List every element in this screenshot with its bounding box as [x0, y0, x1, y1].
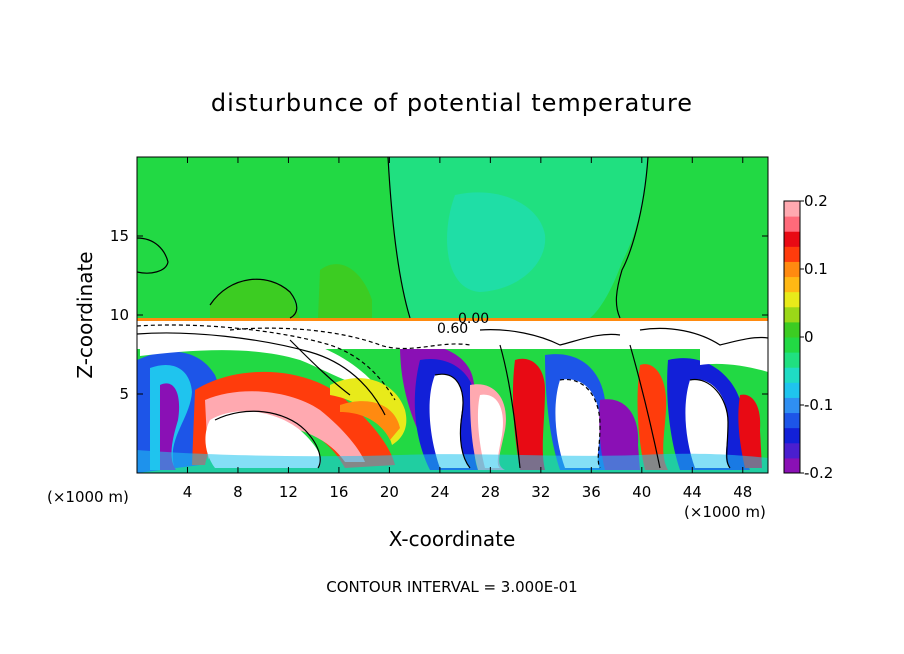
colorbar-tick-label: -0.2: [804, 464, 833, 482]
colorbar: 0.2 0.1 0 -0.1 -0.2: [783, 192, 833, 482]
contour-cell-4: [689, 378, 731, 469]
colorbar-swatch: [784, 397, 800, 414]
cell-red-2: [512, 358, 545, 470]
plot-area: 0.00 0.60: [137, 157, 768, 473]
contour-dense-2: [137, 332, 386, 416]
colorbar-tick-label: 0: [804, 328, 814, 346]
colorbar-swatch: [784, 306, 800, 323]
colorbar-swatch: [784, 382, 800, 398]
x-tick-label: 36: [582, 483, 601, 501]
x-tick-label: 16: [329, 483, 348, 501]
colorbar-swatch: [784, 427, 800, 444]
x-tick-label: 44: [683, 483, 702, 501]
contour-label-sixty: 0.60: [437, 321, 468, 337]
x-tick-label: 4: [183, 483, 193, 501]
colorbar-swatch: [784, 457, 800, 474]
y-axis: 5 10 15: [110, 227, 768, 403]
y-tick-label: 15: [110, 227, 129, 245]
cell-white-3: [429, 374, 470, 468]
y-tick-label: 5: [119, 385, 129, 403]
x-axis: 4 8 12 16 20 24 28 32 36 40 44 48: [183, 157, 752, 501]
colorbar-tick-label: 0.2: [804, 192, 828, 210]
contour-plume-1: [289, 339, 351, 396]
inversion-band-orange: [137, 318, 768, 321]
cell-orange: [340, 401, 400, 440]
warm-anomaly-region: [318, 264, 372, 318]
cell-cyan-strip: [137, 450, 768, 473]
contour-lines: [137, 157, 768, 469]
colorbar-swatch: [784, 291, 800, 308]
contour-plume-3: [629, 344, 661, 469]
x-tick-label: 40: [632, 483, 651, 501]
contour-zero-line-2: [615, 157, 649, 319]
x-axis-unit: (×1000 m): [684, 503, 766, 521]
cell-white-6: [685, 379, 730, 468]
colorbar-swatch: [784, 201, 800, 217]
colorbar-tick-label: 0.1: [804, 260, 828, 278]
x-tick-label: 12: [279, 483, 298, 501]
contour-loop-left: [137, 237, 169, 274]
x-tick-label: 32: [531, 483, 550, 501]
cell-red-4: [738, 394, 762, 468]
x-tick-label: 24: [430, 483, 449, 501]
cell-white-5: [555, 379, 600, 468]
colorbar-swatch: [784, 321, 800, 338]
colorbar-tick-label: -0.1: [804, 396, 833, 414]
colorbar-swatch: [784, 442, 800, 459]
colorbar-swatch: [784, 352, 800, 368]
contour-zero-line: [387, 157, 411, 319]
colorbar-swatch: [784, 367, 800, 383]
colorbar-swatch: [784, 216, 800, 232]
y-axis-unit: (×1000 m): [47, 488, 129, 506]
contour-dense-1: [137, 324, 396, 401]
chart-title: disturbunce of potential temperature: [211, 89, 693, 117]
x-tick-label: 8: [233, 483, 243, 501]
cell-white-4: [477, 394, 504, 468]
y-tick-label: 10: [110, 306, 129, 324]
contour-dense-4: [479, 329, 621, 346]
contour-label-zero: 0.00: [458, 311, 489, 327]
y-axis-title: Z-coordinate: [73, 251, 97, 378]
colorbar-swatch: [784, 231, 800, 247]
convective-cells: [137, 325, 768, 473]
cell-white-1: [205, 411, 321, 468]
x-tick-label: 48: [733, 483, 752, 501]
contour-interval-note: CONTOUR INTERVAL = 3.000E-01: [326, 578, 577, 596]
cool-anomaly-core: [447, 192, 546, 292]
cell-purple-3: [599, 399, 640, 470]
colorbar-swatch: [784, 261, 800, 278]
contour-cell-1: [214, 410, 321, 469]
contour-dense-3: [229, 327, 471, 350]
colorbar-swatch: [784, 412, 800, 429]
contour-cell-2: [434, 373, 471, 469]
colorbar-swatch: [784, 276, 800, 293]
warm-anomaly-region-2: [210, 279, 300, 318]
contour-dense-5: [639, 327, 768, 346]
contour-loop-mid: [209, 278, 298, 319]
x-tick-label: 20: [380, 483, 399, 501]
contour-plume-2: [499, 344, 521, 469]
x-axis-title: X-coordinate: [389, 527, 516, 551]
x-tick-label: 28: [481, 483, 500, 501]
colorbar-swatch: [784, 246, 800, 262]
cell-red-3: [637, 364, 668, 470]
colorbar-swatch: [784, 337, 800, 353]
cell-band-purple: [160, 383, 180, 470]
